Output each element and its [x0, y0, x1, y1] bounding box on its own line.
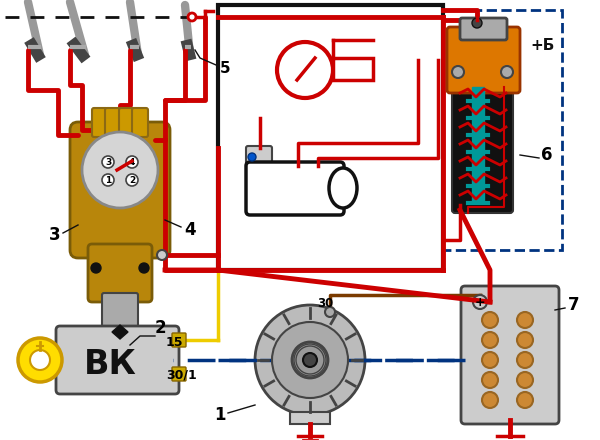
Circle shape: [517, 332, 533, 348]
Text: 15: 15: [166, 335, 184, 348]
Circle shape: [126, 156, 138, 168]
Polygon shape: [112, 325, 128, 339]
Bar: [333, 58, 373, 80]
FancyBboxPatch shape: [460, 18, 507, 40]
Text: 6: 6: [541, 146, 553, 164]
Circle shape: [82, 132, 158, 208]
Circle shape: [255, 305, 365, 415]
FancyBboxPatch shape: [447, 27, 520, 93]
Text: 7: 7: [568, 296, 580, 314]
Circle shape: [157, 250, 167, 260]
Ellipse shape: [329, 168, 357, 208]
Circle shape: [188, 13, 196, 21]
Text: 3: 3: [49, 226, 61, 244]
Circle shape: [303, 353, 317, 367]
FancyBboxPatch shape: [119, 108, 135, 137]
Circle shape: [102, 174, 114, 186]
FancyBboxPatch shape: [56, 326, 179, 394]
Circle shape: [517, 372, 533, 388]
FancyBboxPatch shape: [102, 293, 138, 332]
Circle shape: [292, 342, 328, 378]
FancyBboxPatch shape: [70, 122, 170, 258]
Circle shape: [482, 312, 498, 328]
Text: 2: 2: [154, 319, 166, 337]
FancyBboxPatch shape: [92, 108, 108, 137]
Text: 4: 4: [184, 221, 196, 239]
FancyBboxPatch shape: [172, 333, 186, 347]
Circle shape: [91, 263, 101, 273]
Text: 3: 3: [105, 158, 111, 166]
Circle shape: [517, 312, 533, 328]
Text: 4: 4: [129, 158, 135, 166]
Circle shape: [102, 156, 114, 168]
Circle shape: [277, 42, 333, 98]
FancyBboxPatch shape: [172, 367, 186, 381]
Circle shape: [139, 263, 149, 273]
FancyBboxPatch shape: [246, 146, 272, 168]
Circle shape: [501, 66, 513, 78]
Circle shape: [30, 350, 50, 370]
Text: 30: 30: [317, 297, 333, 309]
Circle shape: [272, 322, 348, 398]
FancyBboxPatch shape: [246, 162, 344, 215]
Text: 30/1: 30/1: [166, 369, 197, 381]
FancyBboxPatch shape: [461, 286, 559, 424]
Bar: [218, 5, 443, 270]
Text: 1: 1: [214, 406, 226, 424]
Bar: [290, 412, 330, 424]
Circle shape: [452, 66, 464, 78]
Text: 5: 5: [220, 61, 230, 76]
Circle shape: [472, 18, 482, 28]
Circle shape: [482, 372, 498, 388]
Bar: [442, 10, 562, 250]
FancyBboxPatch shape: [88, 244, 152, 302]
Circle shape: [482, 392, 498, 408]
FancyBboxPatch shape: [452, 77, 513, 213]
Circle shape: [325, 307, 335, 317]
Text: ВК: ВК: [83, 348, 136, 381]
Circle shape: [482, 352, 498, 368]
Text: +Б: +Б: [531, 37, 555, 52]
Circle shape: [18, 338, 62, 382]
Circle shape: [248, 153, 256, 161]
FancyBboxPatch shape: [105, 108, 121, 137]
Text: 2: 2: [129, 176, 135, 184]
Text: 1: 1: [105, 176, 111, 184]
Circle shape: [473, 295, 487, 309]
Circle shape: [517, 392, 533, 408]
FancyBboxPatch shape: [132, 108, 148, 137]
Circle shape: [126, 174, 138, 186]
Circle shape: [517, 352, 533, 368]
Circle shape: [482, 332, 498, 348]
Bar: [472, 87, 484, 202]
Text: +: +: [475, 296, 485, 308]
